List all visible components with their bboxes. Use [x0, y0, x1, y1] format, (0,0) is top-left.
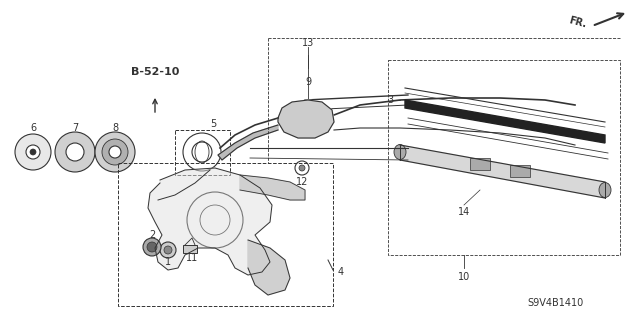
Bar: [388, 60, 620, 255]
Text: 12: 12: [296, 177, 308, 187]
Bar: [183, 245, 197, 253]
Text: 1: 1: [165, 257, 171, 267]
Circle shape: [109, 146, 121, 158]
Text: S9V4B1410: S9V4B1410: [527, 298, 583, 308]
Circle shape: [160, 242, 176, 258]
Circle shape: [164, 246, 172, 254]
Circle shape: [295, 161, 309, 175]
Circle shape: [183, 133, 221, 171]
Text: 6: 6: [30, 123, 36, 133]
Text: 7: 7: [72, 123, 78, 133]
Text: FR.: FR.: [568, 15, 588, 29]
Circle shape: [66, 143, 84, 161]
Circle shape: [143, 238, 161, 256]
Text: 11: 11: [186, 253, 198, 263]
Polygon shape: [248, 240, 290, 295]
Text: 10: 10: [458, 272, 470, 282]
Polygon shape: [400, 145, 605, 198]
Text: 14: 14: [458, 207, 470, 217]
Bar: [118, 163, 333, 306]
Polygon shape: [218, 125, 278, 160]
Text: B-52-10: B-52-10: [131, 67, 179, 77]
Text: 8: 8: [112, 123, 118, 133]
Text: 2: 2: [149, 230, 155, 240]
Ellipse shape: [599, 182, 611, 197]
Bar: [175, 130, 230, 175]
Circle shape: [95, 132, 135, 172]
Circle shape: [15, 134, 51, 170]
Circle shape: [30, 149, 36, 155]
Bar: [470, 158, 490, 170]
Circle shape: [55, 132, 95, 172]
Text: 5: 5: [210, 119, 216, 129]
Circle shape: [102, 139, 128, 165]
Text: 9: 9: [305, 77, 311, 87]
Text: 3: 3: [387, 95, 393, 105]
Circle shape: [192, 142, 212, 162]
Text: 13: 13: [302, 38, 314, 48]
Circle shape: [299, 165, 305, 171]
Circle shape: [147, 242, 157, 252]
Bar: [510, 165, 530, 177]
Text: 4: 4: [338, 267, 344, 277]
Polygon shape: [405, 100, 605, 143]
Polygon shape: [240, 175, 305, 200]
Circle shape: [26, 145, 40, 159]
Ellipse shape: [394, 145, 406, 160]
Polygon shape: [148, 168, 272, 275]
Polygon shape: [278, 100, 334, 138]
